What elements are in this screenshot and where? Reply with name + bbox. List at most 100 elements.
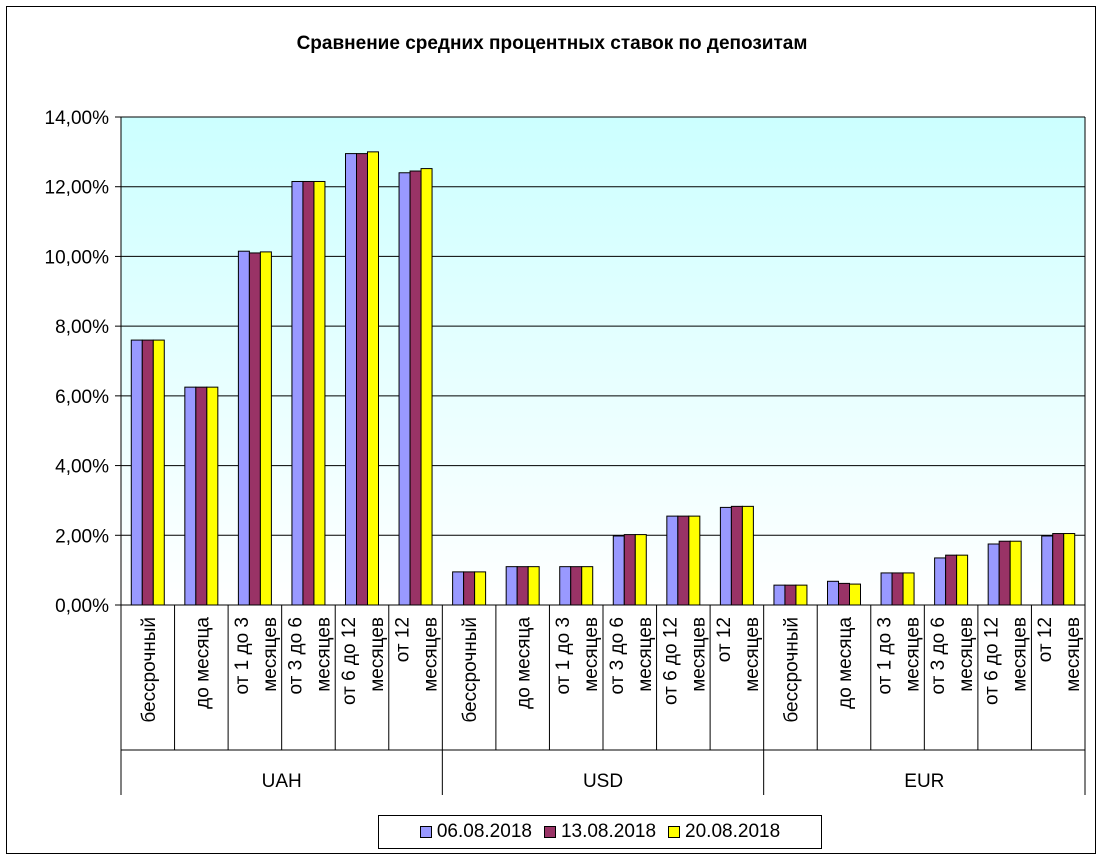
y-tick-label: 6,00% (55, 387, 109, 408)
bar (184, 386, 197, 606)
legend-label-series-2: 13.08.2018 (560, 821, 657, 842)
bar (130, 339, 143, 606)
bar (248, 252, 261, 606)
x-category-label: от 3 до 6 (928, 617, 949, 694)
legend: 06.08.2018 13.08.2018 20.08.2018 (378, 815, 822, 849)
legend-item-series-2: 13.08.2018 (543, 821, 657, 843)
legend-item-series-3: 20.08.2018 (668, 821, 780, 843)
bar (634, 534, 647, 606)
bar (527, 566, 540, 606)
bar (505, 566, 518, 606)
bar (313, 180, 326, 606)
y-tick-label: 0,00% (55, 596, 109, 617)
x-category-label: бессрочный (139, 617, 160, 723)
legend-swatch-series-1 (419, 826, 432, 838)
x-group-label: UAH (262, 771, 302, 792)
y-tick-label: 2,00% (55, 526, 109, 547)
x-category-label: до месяца (514, 617, 535, 709)
bar (795, 584, 808, 606)
x-category-label: от 12 (393, 617, 414, 662)
bar (398, 172, 411, 606)
bar (409, 170, 422, 606)
axes (115, 116, 1086, 795)
x-group-labels: UAH USD EUR (262, 771, 945, 792)
x-category-label: от 1 до 3 (232, 617, 253, 694)
bar (1041, 535, 1054, 606)
bar (206, 386, 219, 606)
bar (987, 543, 1000, 606)
x-category-label: месяцев (635, 617, 656, 692)
y-tick-labels: 0,00% 2,00% 4,00% 6,00% 8,00% 10,00% 12,00% 14,… (45, 108, 110, 617)
bar (559, 566, 572, 606)
x-category-label: до месяца (192, 617, 213, 709)
legend-label-series-3: 20.08.2018 (685, 821, 781, 842)
legend-item-series-1: 06.08.2018 (419, 821, 532, 843)
x-category-label: месяцев (688, 617, 709, 692)
bar (581, 566, 594, 606)
bar (452, 571, 465, 606)
bar (741, 505, 754, 606)
y-tick-label: 4,00% (55, 457, 109, 478)
bar (945, 554, 958, 606)
bar (345, 153, 357, 606)
x-category-label: месяцев (903, 617, 924, 692)
bar (902, 572, 915, 606)
x-category-label: от 12 (1035, 617, 1056, 662)
bar (195, 386, 208, 606)
bar (827, 580, 839, 606)
bar (998, 540, 1011, 606)
bar (141, 339, 154, 606)
x-category-label: бессрочный (781, 617, 802, 723)
bar (677, 515, 690, 606)
x-category-label: от 6 до 12 (339, 617, 360, 705)
x-category-label: месяцев (1063, 617, 1084, 692)
x-category-label: месяцев (742, 617, 763, 692)
bar (1063, 533, 1076, 606)
x-category-label: от 6 до 12 (982, 617, 1003, 705)
bar (474, 571, 487, 606)
legend-swatch-series-2 (543, 826, 556, 838)
x-category-label: от 3 до 6 (285, 617, 306, 694)
bar (1052, 533, 1065, 606)
x-category-label: месяцев (313, 617, 334, 692)
x-category-label: от 3 до 6 (607, 617, 628, 694)
bar (1009, 540, 1022, 606)
x-group-label: EUR (904, 771, 944, 792)
y-tick-label: 10,00% (45, 247, 110, 268)
bar (259, 251, 272, 606)
y-tick-label: 8,00% (55, 317, 109, 338)
legend-swatch-series-3 (668, 826, 681, 838)
x-category-label: месяцев (421, 617, 442, 692)
x-category-label: от 1 до 3 (875, 617, 896, 694)
chart-title: Сравнение средних процентных ставок по д… (296, 33, 808, 54)
bar (784, 584, 797, 606)
bar (152, 339, 165, 606)
x-category-label: месяцев (260, 617, 281, 692)
bar (356, 153, 368, 606)
bar (719, 506, 732, 606)
x-category-label: от 1 до 3 (553, 617, 574, 694)
bar (570, 566, 583, 606)
x-category-label: месяцев (367, 617, 388, 692)
y-tick-label: 12,00% (45, 178, 110, 199)
bar (688, 515, 701, 606)
x-group-label: USD (583, 771, 623, 792)
bar (516, 566, 529, 606)
x-category-label: бессрочный (460, 617, 481, 723)
bar (849, 583, 861, 606)
bar (291, 180, 304, 606)
bar (891, 572, 904, 606)
bar (367, 151, 379, 606)
x-category-label: от 12 (714, 617, 735, 662)
bar (730, 505, 743, 606)
bar (463, 571, 476, 606)
x-category-label: от 6 до 12 (660, 617, 681, 705)
y-tick-label: 14,00% (45, 108, 110, 129)
bar (237, 250, 250, 606)
bar (623, 534, 636, 606)
bar (773, 584, 786, 606)
plot-area (121, 117, 1085, 605)
x-category-labels: бессрочный до месяца от 1 до 3 месяцев от 3 … (139, 617, 1084, 723)
bar (956, 554, 969, 606)
